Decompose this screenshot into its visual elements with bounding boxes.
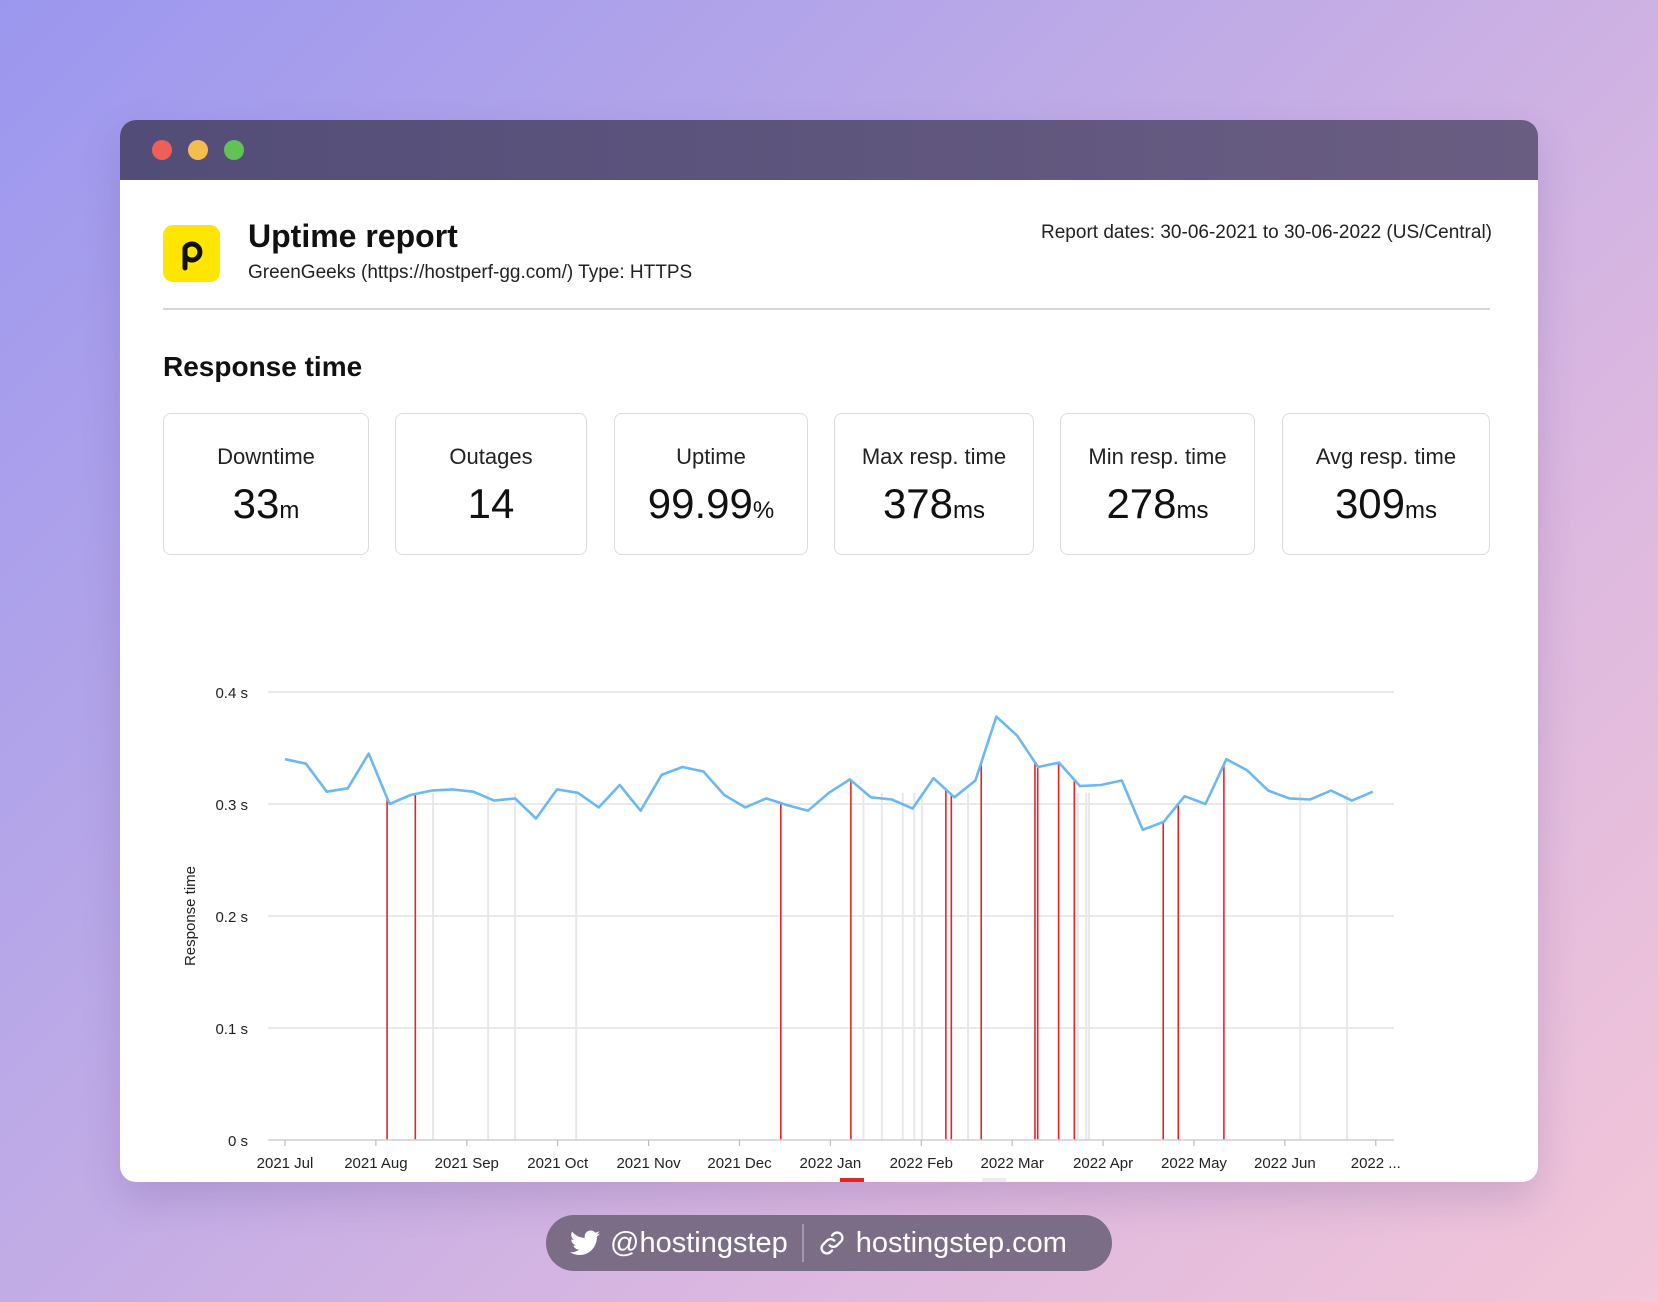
stat-value: 278ms bbox=[1106, 480, 1209, 527]
maximize-window-button[interactable] bbox=[224, 140, 244, 160]
y-tick-label: 0 s bbox=[228, 1133, 248, 1150]
x-tick-label: 2022 Jan bbox=[800, 1155, 862, 1172]
stat-label: Min resp. time bbox=[1088, 444, 1227, 469]
stat-value: 99.99% bbox=[647, 480, 775, 527]
report-window: Uptime report GreenGeeks (https://hostpe… bbox=[120, 120, 1538, 1182]
report-title: Uptime report bbox=[248, 218, 458, 254]
x-tick-label: 2021 Aug bbox=[344, 1155, 407, 1172]
x-tick-label: 2021 Nov bbox=[616, 1155, 681, 1172]
section-title: Response time bbox=[163, 351, 363, 382]
stat-value: 378ms bbox=[882, 480, 986, 527]
minimize-window-button[interactable] bbox=[188, 140, 208, 160]
stat-label: Max resp. time bbox=[861, 444, 1007, 469]
stat-card-min-resp: Min resp. time 278ms bbox=[1060, 413, 1255, 555]
report-subtitle: GreenGeeks (https://hostperf-gg.com/) Ty… bbox=[248, 262, 693, 283]
x-tick-label: 2021 Jul bbox=[257, 1155, 314, 1172]
twitter-handle-text: @hostingstep bbox=[610, 1226, 788, 1259]
legend-label-downtime: Downtime bbox=[872, 1181, 949, 1182]
y-axis-label: Response time bbox=[182, 866, 199, 966]
y-tick-label: 0.3 s bbox=[215, 797, 248, 814]
twitter-bird-icon bbox=[570, 1230, 600, 1255]
average-response-line bbox=[284, 715, 1374, 832]
website-text: hostingstep.com bbox=[855, 1226, 1067, 1259]
stat-label: Uptime bbox=[676, 444, 746, 469]
stat-card-outages: Outages 14 bbox=[395, 413, 587, 555]
stat-label: Avg resp. time bbox=[1315, 444, 1457, 469]
stat-value: 14 bbox=[467, 480, 515, 527]
stat-value: 309ms bbox=[1334, 480, 1438, 527]
legend-swatch-unknown bbox=[982, 1178, 1006, 1182]
y-tick-label: 0.4 s bbox=[215, 685, 248, 702]
hostperf-logo-icon bbox=[163, 225, 220, 282]
x-tick-label: 2021 Oct bbox=[527, 1155, 589, 1172]
report-dates: Report dates: 30-06-2021 to 30-06-2022 (… bbox=[1041, 222, 1492, 243]
link-icon bbox=[820, 1231, 844, 1255]
stat-value: 33m bbox=[232, 480, 300, 527]
stat-label: Downtime bbox=[217, 444, 315, 469]
pill-divider bbox=[801, 1224, 804, 1262]
stat-card-avg-resp: Avg resp. time 309ms bbox=[1282, 413, 1490, 555]
stat-card-max-resp: Max resp. time 378ms bbox=[834, 413, 1034, 555]
legend-label-average: Average response time bbox=[602, 1181, 778, 1182]
close-window-button[interactable] bbox=[152, 140, 172, 160]
stat-label: Outages bbox=[449, 444, 533, 469]
stat-card-downtime: Downtime 33m bbox=[163, 413, 369, 555]
window-titlebar bbox=[120, 120, 1538, 180]
legend-swatch-downtime bbox=[840, 1178, 864, 1182]
x-tick-label: 2021 Dec bbox=[707, 1155, 772, 1172]
x-tick-label: 2022 May bbox=[1161, 1155, 1227, 1172]
x-tick-label: 2022 Jun bbox=[1254, 1155, 1316, 1172]
x-tick-label: 2022 Mar bbox=[980, 1155, 1043, 1172]
x-tick-label: 2022 Feb bbox=[890, 1155, 953, 1172]
website-link[interactable]: hostingstep.com bbox=[818, 1215, 1067, 1271]
x-tick-label: 2022 Apr bbox=[1073, 1155, 1133, 1172]
legend-label-unknown: Unknown bbox=[1014, 1181, 1086, 1182]
y-tick-label: 0.1 s bbox=[215, 1021, 248, 1038]
stat-card-uptime: Uptime 99.99% bbox=[614, 413, 808, 555]
header-divider bbox=[163, 308, 1490, 310]
x-tick-label: 2021 Sep bbox=[435, 1155, 499, 1172]
x-tick-label: 2022 ... bbox=[1351, 1155, 1401, 1172]
y-tick-label: 0.2 s bbox=[215, 909, 248, 926]
footer-social-pill: @hostingstep hostingstep.com bbox=[546, 1215, 1112, 1271]
twitter-handle[interactable]: @hostingstep bbox=[570, 1215, 788, 1271]
response-time-chart: 0 s 0.1 s 0.2 s 0.3 s 0.4 s Response time 2021… bbox=[182, 685, 1401, 1182]
